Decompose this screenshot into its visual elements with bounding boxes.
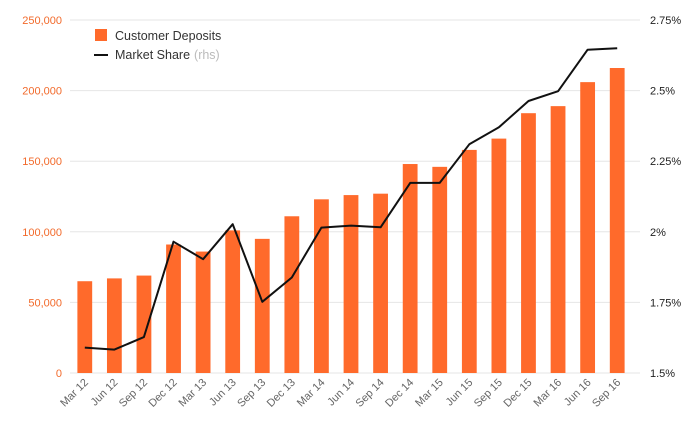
y-right-tick-label: 2.5% [650, 86, 675, 98]
y-left-tick-label: 0 [56, 368, 62, 380]
deposit-bar [106, 278, 122, 373]
x-tick-label: Mar 14 [295, 377, 328, 410]
y-right-tick-label: 1.75% [650, 297, 681, 309]
deposit-bars [77, 68, 625, 374]
legend-swatch-deposits [95, 29, 107, 41]
deposit-bar [432, 166, 448, 373]
y-left-tick-label: 250,000 [22, 15, 62, 27]
deposit-bar [136, 275, 152, 373]
deposit-bar [284, 216, 300, 373]
x-tick-label: Sep 14 [354, 377, 387, 410]
deposit-bar [491, 138, 507, 373]
market-share-line [84, 47, 618, 351]
deposit-bar [402, 164, 418, 373]
x-tick-label: Mar 13 [177, 377, 210, 410]
y-right-tick-label: 2.25% [650, 156, 681, 168]
x-tick-label: Mar 12 [58, 377, 91, 410]
x-tick-label: Sep 15 [472, 377, 505, 410]
x-tick-label: Sep 13 [235, 377, 268, 410]
deposit-bar [609, 68, 625, 374]
x-tick-label: Mar 16 [531, 377, 564, 410]
deposit-bar [314, 199, 329, 373]
deposit-bar [343, 195, 359, 373]
deposit-bar [225, 230, 241, 373]
y-left-tick-label: 100,000 [22, 227, 62, 239]
right-axis-ticks: 1.5% 1.75% 2% 2.25% 2.5% 2.75% [650, 15, 681, 380]
legend-market-share-name: Market Share [115, 48, 190, 62]
x-tick-label: Jun 14 [325, 377, 357, 409]
deposit-bar [195, 251, 211, 373]
deposit-bar [461, 149, 477, 373]
x-tick-label: Jun 13 [207, 377, 239, 409]
y-left-tick-label: 150,000 [22, 156, 62, 168]
deposit-bar [521, 113, 536, 373]
x-tick-label: Jun 12 [89, 377, 121, 409]
deposit-bar [254, 238, 270, 373]
legend-label-market-share: Market Share (rhs) [115, 48, 220, 62]
x-tick-label: Dec 12 [147, 377, 180, 410]
deposit-bar [77, 281, 93, 373]
x-tick-label: Sep 12 [117, 377, 150, 410]
y-left-tick-label: 50,000 [28, 297, 62, 309]
y-right-tick-label: 2% [650, 227, 666, 239]
market-share-line-layer [84, 47, 618, 351]
x-tick-label: Jun 16 [562, 377, 594, 409]
deposit-bar [550, 106, 566, 373]
legend-market-share-suffix: (rhs) [194, 48, 220, 62]
x-tick-label: Dec 15 [501, 377, 534, 410]
legend-label-deposits: Customer Deposits [115, 29, 221, 43]
x-tick-label: Dec 13 [265, 377, 298, 410]
left-axis-ticks: 0 50,000 100,000 150,000 200,000 250,000 [22, 15, 62, 380]
y-left-tick-label: 200,000 [22, 86, 62, 98]
x-tick-label: Dec 14 [383, 377, 416, 410]
deposit-bar [580, 82, 596, 374]
y-right-tick-label: 2.75% [650, 15, 681, 27]
y-right-tick-label: 1.5% [650, 368, 675, 380]
x-tick-label: Mar 15 [413, 377, 446, 410]
x-tick-label: Sep 16 [590, 377, 623, 410]
x-tick-label: Jun 15 [444, 377, 476, 409]
deposit-bar [373, 193, 388, 373]
legend: Customer Deposits Market Share (rhs) [94, 29, 221, 62]
deposit-bar [166, 244, 181, 373]
